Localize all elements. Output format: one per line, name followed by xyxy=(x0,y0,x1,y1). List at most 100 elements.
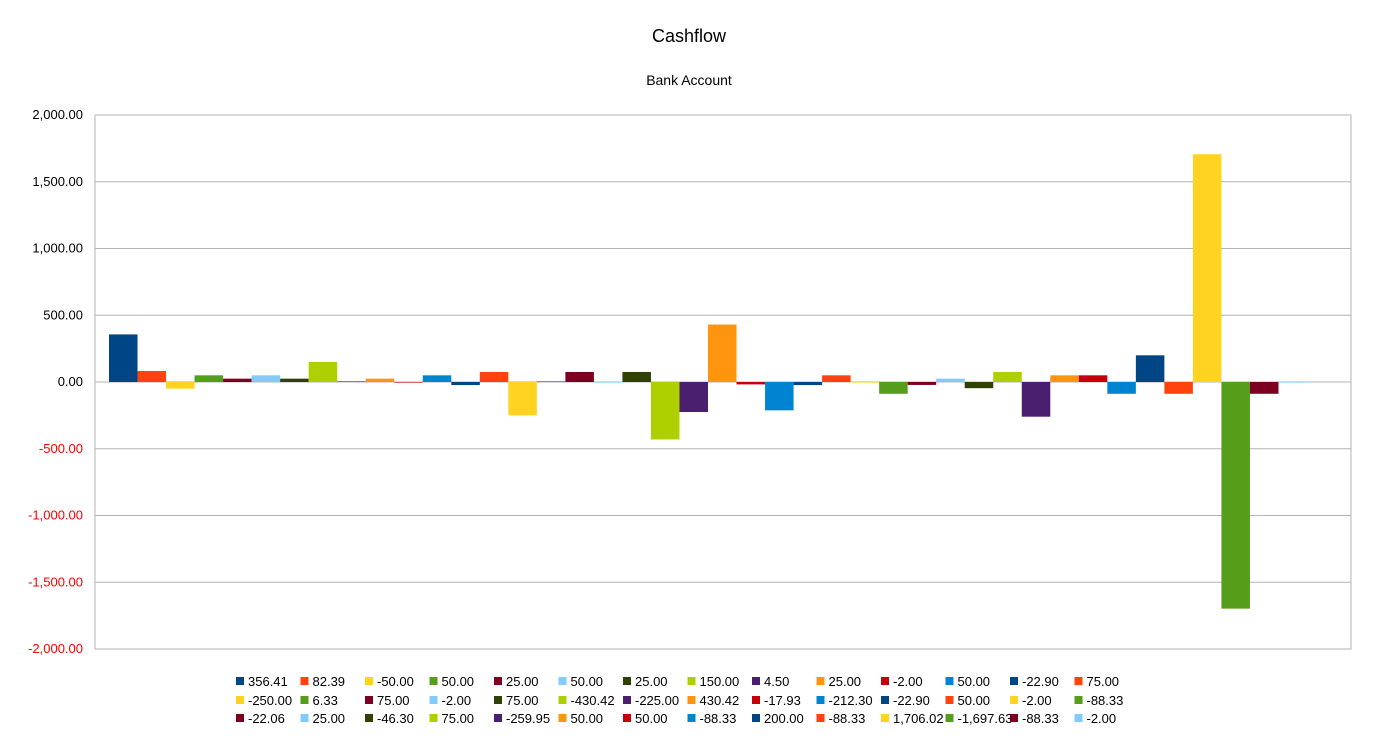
legend-label: -88.33 xyxy=(700,711,737,726)
legend-label: -259.95 xyxy=(506,711,550,726)
legend-swatch xyxy=(558,714,567,722)
legend-label: 1,706.02 xyxy=(893,711,944,726)
bar xyxy=(622,371,651,382)
bar xyxy=(1078,375,1108,382)
bar xyxy=(765,382,794,411)
legend-swatch xyxy=(429,714,438,722)
legend-label: 25.00 xyxy=(829,674,862,689)
bar xyxy=(194,375,224,382)
legend-swatch xyxy=(365,696,373,704)
bar xyxy=(679,382,708,413)
legend-label: -1,697.63 xyxy=(958,711,1013,726)
y-tick-label: 500.00 xyxy=(43,307,83,322)
legend-label: 200.00 xyxy=(764,711,804,726)
legend-label: 75.00 xyxy=(1087,674,1120,689)
bar xyxy=(593,382,623,383)
legend-swatch xyxy=(816,714,825,722)
legend-label: 25.00 xyxy=(506,674,539,689)
legend-label: -430.42 xyxy=(571,693,615,708)
legend-swatch xyxy=(1010,696,1018,704)
legend-label: 150.00 xyxy=(700,674,740,689)
legend-label: -17.93 xyxy=(764,693,801,708)
legend-label: -88.33 xyxy=(1022,711,1059,726)
bar xyxy=(109,334,138,382)
legend-label: -2.00 xyxy=(1022,693,1052,708)
legend-label: 50.00 xyxy=(635,711,668,726)
chart-title: Cashflow xyxy=(652,26,727,46)
legend-swatch xyxy=(623,714,631,722)
legend-label: 50.00 xyxy=(571,674,604,689)
legend-label: -88.33 xyxy=(1087,693,1124,708)
legend-swatch xyxy=(881,714,889,722)
y-axis-ticks: 2,000.00 1,500.00 1,000.00 500.00 0.00 -500.0… xyxy=(28,107,83,656)
legend-label: -225.00 xyxy=(635,693,679,708)
bar xyxy=(736,382,766,385)
chart-subtitle: Bank Account xyxy=(646,72,732,88)
bar xyxy=(1107,382,1136,394)
bar xyxy=(822,375,851,382)
bar xyxy=(964,382,994,389)
legend-swatch xyxy=(236,696,244,704)
legend-label: 25.00 xyxy=(313,711,346,726)
legend-label: -22.90 xyxy=(1022,674,1059,689)
y-tick-label: -1,000.00 xyxy=(28,508,83,523)
legend-swatch xyxy=(1010,714,1018,722)
bar xyxy=(708,324,737,382)
bar xyxy=(479,371,509,382)
legend-swatch xyxy=(236,677,244,685)
legend-label: -88.33 xyxy=(829,711,866,726)
legend-swatch xyxy=(687,714,696,722)
bar xyxy=(1221,382,1250,609)
legend-swatch xyxy=(365,714,373,722)
legend-swatch xyxy=(494,696,502,704)
legend-label: 6.33 xyxy=(313,693,338,708)
bar xyxy=(365,378,395,382)
bar xyxy=(536,381,566,382)
bar xyxy=(850,382,880,383)
legend-swatch xyxy=(687,696,696,704)
legend-label: 75.00 xyxy=(506,693,539,708)
legend-swatch xyxy=(1074,696,1083,704)
legend-swatch xyxy=(429,677,438,685)
legend-swatch xyxy=(300,696,309,704)
legend-swatch xyxy=(816,677,825,685)
bar xyxy=(280,378,309,382)
bar xyxy=(308,361,338,382)
legend-swatch xyxy=(300,714,309,722)
y-tick-label: 1,500.00 xyxy=(32,174,83,189)
bar xyxy=(1135,355,1165,382)
legend-swatch xyxy=(623,677,631,685)
legend-swatch xyxy=(429,696,438,704)
legend-label: -22.90 xyxy=(893,693,930,708)
legend-swatch xyxy=(494,714,502,722)
legend-swatch xyxy=(623,696,631,704)
legend-label: -50.00 xyxy=(377,674,414,689)
legend-swatch xyxy=(300,677,309,685)
legend-label: 430.42 xyxy=(700,693,740,708)
legend-swatch xyxy=(687,677,696,685)
bar xyxy=(1249,382,1279,394)
legend-swatch xyxy=(945,714,954,722)
legend-label: -22.06 xyxy=(248,711,285,726)
y-tick-label: -1,500.00 xyxy=(28,574,83,589)
legend-swatch xyxy=(945,677,954,685)
bar xyxy=(251,375,281,382)
bar xyxy=(936,378,965,382)
legend-label: -250.00 xyxy=(248,693,292,708)
legend-swatch xyxy=(558,677,567,685)
legend-label: 75.00 xyxy=(377,693,410,708)
legend-label: 50.00 xyxy=(958,693,991,708)
bar xyxy=(394,382,423,383)
legend-swatch xyxy=(558,696,567,704)
legend-swatch xyxy=(1074,714,1083,722)
legend-label: 82.39 xyxy=(313,674,346,689)
y-tick-label: -500.00 xyxy=(39,441,83,456)
y-tick-label: 0.00 xyxy=(58,374,83,389)
legend-swatch xyxy=(236,714,244,722)
bar xyxy=(137,371,167,382)
legend-label: -2.00 xyxy=(1087,711,1117,726)
bar xyxy=(1192,154,1222,382)
legend-swatch xyxy=(816,696,825,704)
legend-swatch xyxy=(494,677,502,685)
legend-swatch xyxy=(881,677,889,685)
